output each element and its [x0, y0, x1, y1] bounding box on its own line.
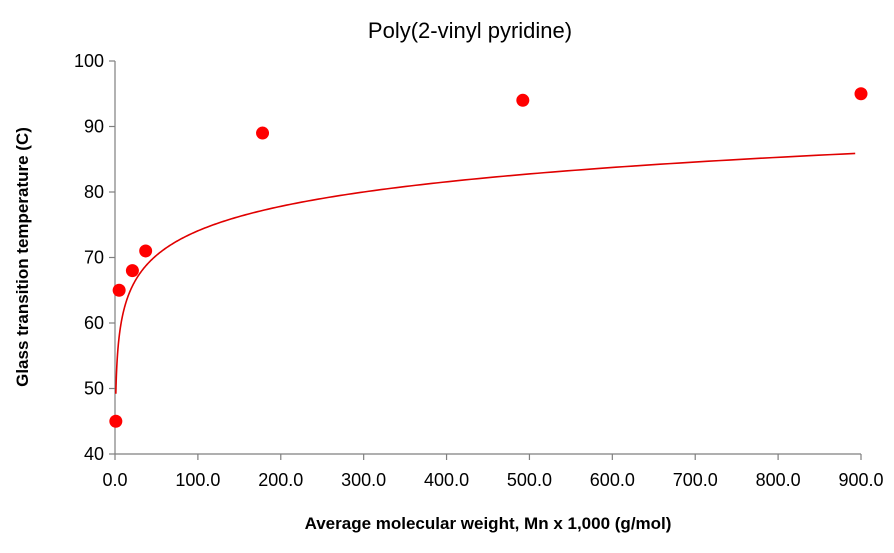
data-point	[854, 87, 868, 101]
x-tick-label: 400.0	[424, 470, 469, 490]
y-tick-label: 90	[84, 117, 104, 137]
x-axis-label: Average molecular weight, Mn x 1,000 (g/…	[305, 514, 672, 533]
y-tick-label: 60	[84, 313, 104, 333]
y-tick-label: 100	[74, 51, 104, 71]
y-tick-label: 50	[84, 379, 104, 399]
x-tick-label: 900.0	[838, 470, 883, 490]
y-tick-label: 40	[84, 444, 104, 464]
x-tick-label: 100.0	[175, 470, 220, 490]
data-point	[256, 126, 270, 140]
x-tick-label: 600.0	[590, 470, 635, 490]
data-points	[109, 87, 868, 428]
y-axis-label: Glass transition temperature (C)	[13, 127, 32, 387]
data-point	[139, 244, 153, 258]
x-tick-label: 800.0	[756, 470, 801, 490]
chart-title: Poly(2-vinyl pyridine)	[368, 18, 572, 43]
x-tick-label: 200.0	[258, 470, 303, 490]
y-tick-labels: 40 50 60 70 80 90 100	[74, 51, 104, 464]
data-point	[109, 414, 123, 428]
x-tick-label: 300.0	[341, 470, 386, 490]
x-tick-label: 0.0	[102, 470, 127, 490]
x-tick-label: 500.0	[507, 470, 552, 490]
data-point	[125, 264, 139, 278]
data-point	[112, 283, 126, 297]
y-tick-label: 80	[84, 182, 104, 202]
y-tick-label: 70	[84, 248, 104, 268]
axes	[109, 60, 862, 460]
data-point	[516, 93, 530, 107]
trendline-path	[115, 152, 856, 394]
trendline	[115, 152, 856, 394]
x-tick-labels: 0.0 100.0 200.0 300.0 400.0 500.0 600.0 700.0 80…	[102, 470, 883, 490]
x-tick-label: 700.0	[673, 470, 718, 490]
